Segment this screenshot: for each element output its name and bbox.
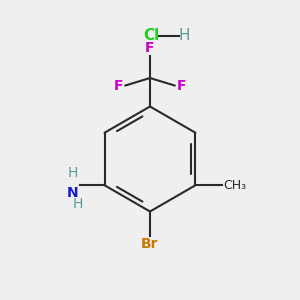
Text: Cl: Cl	[143, 28, 160, 44]
Text: Br: Br	[141, 237, 159, 251]
Text: F: F	[114, 79, 124, 92]
Text: F: F	[145, 40, 155, 55]
Text: F: F	[176, 79, 186, 92]
Text: H: H	[67, 166, 78, 180]
Text: CH₃: CH₃	[223, 179, 246, 192]
Text: H: H	[72, 197, 83, 211]
Text: H: H	[179, 28, 190, 44]
Text: N: N	[67, 186, 78, 200]
